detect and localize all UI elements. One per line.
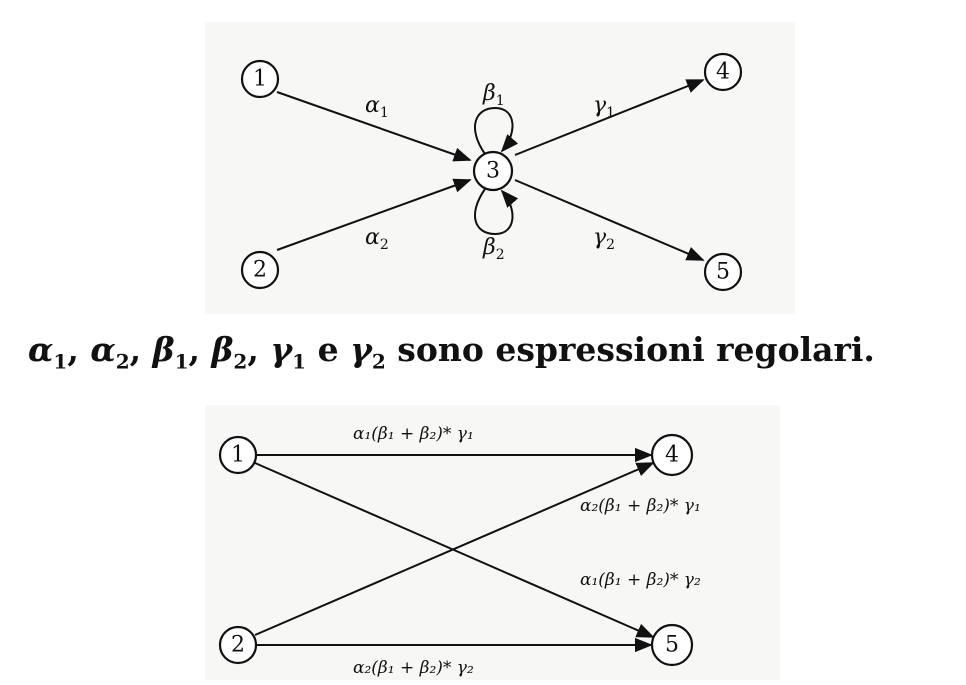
- caption-gamma2: γ2: [350, 330, 386, 374]
- caption-alpha2: α2: [90, 330, 130, 374]
- edge-2-4: [254, 462, 655, 636]
- svg-text:5: 5: [716, 260, 730, 285]
- label-2-5: α₂(β₁ + β₂)* γ₂: [353, 658, 474, 678]
- label-alpha1: α1: [365, 93, 389, 121]
- label-beta2: β2: [482, 235, 505, 263]
- loop-beta1: [474, 106, 519, 155]
- label-2-4: α₂(β₁ + β₂)* γ₁: [580, 496, 701, 516]
- label-beta1: β1: [482, 81, 505, 109]
- label-gamma1: γ1: [593, 93, 615, 121]
- label-1-4: α₁(β₁ + β₂)* γ₁: [353, 424, 474, 444]
- caption: α1, α2, β1, β2, γ1 e γ2 sono espressioni…: [28, 330, 958, 374]
- caption-gamma1: γ1: [270, 330, 307, 374]
- svg-text:2: 2: [231, 633, 245, 658]
- node-4: 4: [650, 433, 694, 477]
- caption-conj: e: [317, 330, 339, 369]
- caption-sep: ,: [247, 330, 259, 369]
- top-diagram: 1 2 3 4 5 α1 α2 β1 β2 γ1 γ2: [240, 52, 743, 292]
- node-4: 4: [703, 52, 743, 92]
- node-3: 3: [472, 150, 514, 192]
- node-1: 1: [240, 59, 280, 99]
- caption-alpha1: α1: [28, 330, 68, 374]
- caption-beta2: β2: [211, 330, 248, 374]
- loop-beta2: [474, 188, 519, 236]
- node-2: 2: [218, 625, 258, 665]
- edge-2-3: [276, 178, 472, 251]
- svg-text:1: 1: [253, 67, 267, 92]
- svg-text:3: 3: [486, 159, 500, 184]
- top-diagram-panel: 1 2 3 4 5 α1 α2 β1 β2 γ1 γ2: [205, 22, 795, 314]
- edge-1-3: [276, 91, 472, 162]
- caption-beta1: β1: [152, 330, 189, 374]
- svg-text:2: 2: [253, 258, 267, 283]
- svg-text:5: 5: [665, 633, 679, 658]
- svg-text:1: 1: [231, 443, 245, 468]
- svg-text:4: 4: [716, 60, 730, 85]
- edge-3-5: [514, 179, 705, 261]
- label-alpha2: α2: [365, 225, 389, 253]
- caption-sep: ,: [129, 330, 142, 369]
- caption-sep: ,: [67, 330, 79, 369]
- bottom-diagram-panel: 1 2 4 5 α₁(β₁ + β₂)* γ₁ α₂(β₁ + β₂)* γ₁ …: [205, 405, 780, 680]
- node-1: 1: [218, 435, 258, 475]
- bottom-diagram: 1 2 4 5 α₁(β₁ + β₂)* γ₁ α₂(β₁ + β₂)* γ₁ …: [218, 424, 701, 678]
- caption-text: sono espressioni regolari.: [397, 330, 875, 369]
- label-1-5: α₁(β₁ + β₂)* γ₂: [580, 570, 701, 590]
- label-gamma2: γ2: [593, 225, 615, 253]
- node-5: 5: [703, 252, 743, 292]
- caption-sep: ,: [188, 330, 201, 369]
- node-2: 2: [240, 250, 280, 290]
- svg-text:4: 4: [665, 443, 679, 468]
- node-5: 5: [650, 623, 694, 667]
- edge-3-4: [514, 79, 705, 156]
